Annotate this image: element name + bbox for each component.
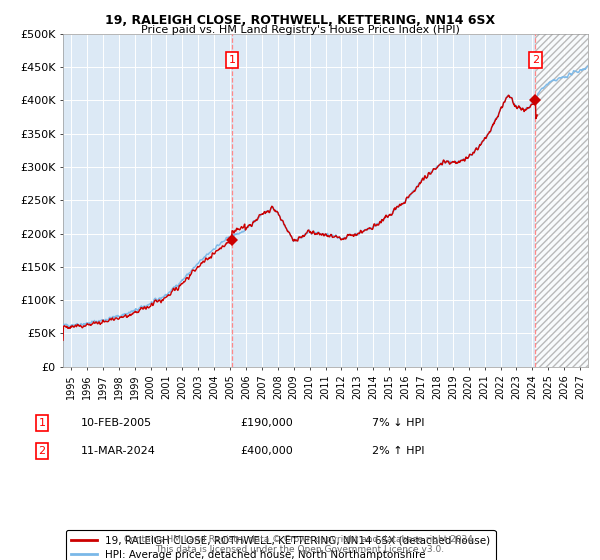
Text: 1: 1 (38, 418, 46, 428)
Legend: 19, RALEIGH CLOSE, ROTHWELL, KETTERING, NN14 6SX (detached house), HPI: Average : 19, RALEIGH CLOSE, ROTHWELL, KETTERING, … (65, 530, 496, 560)
Text: 1: 1 (229, 55, 235, 66)
Text: 2: 2 (532, 55, 539, 66)
Text: Contains HM Land Registry data © Crown copyright and database right 2024.
This d: Contains HM Land Registry data © Crown c… (124, 535, 476, 554)
Text: £400,000: £400,000 (240, 446, 293, 456)
Text: 10-FEB-2005: 10-FEB-2005 (81, 418, 152, 428)
Text: 11-MAR-2024: 11-MAR-2024 (81, 446, 156, 456)
Text: 2% ↑ HPI: 2% ↑ HPI (372, 446, 425, 456)
Text: 2: 2 (38, 446, 46, 456)
Text: 7% ↓ HPI: 7% ↓ HPI (372, 418, 425, 428)
Text: Price paid vs. HM Land Registry's House Price Index (HPI): Price paid vs. HM Land Registry's House … (140, 25, 460, 35)
Bar (535, 34, 588, 367)
Text: £190,000: £190,000 (240, 418, 293, 428)
Text: 19, RALEIGH CLOSE, ROTHWELL, KETTERING, NN14 6SX: 19, RALEIGH CLOSE, ROTHWELL, KETTERING, … (105, 14, 495, 27)
